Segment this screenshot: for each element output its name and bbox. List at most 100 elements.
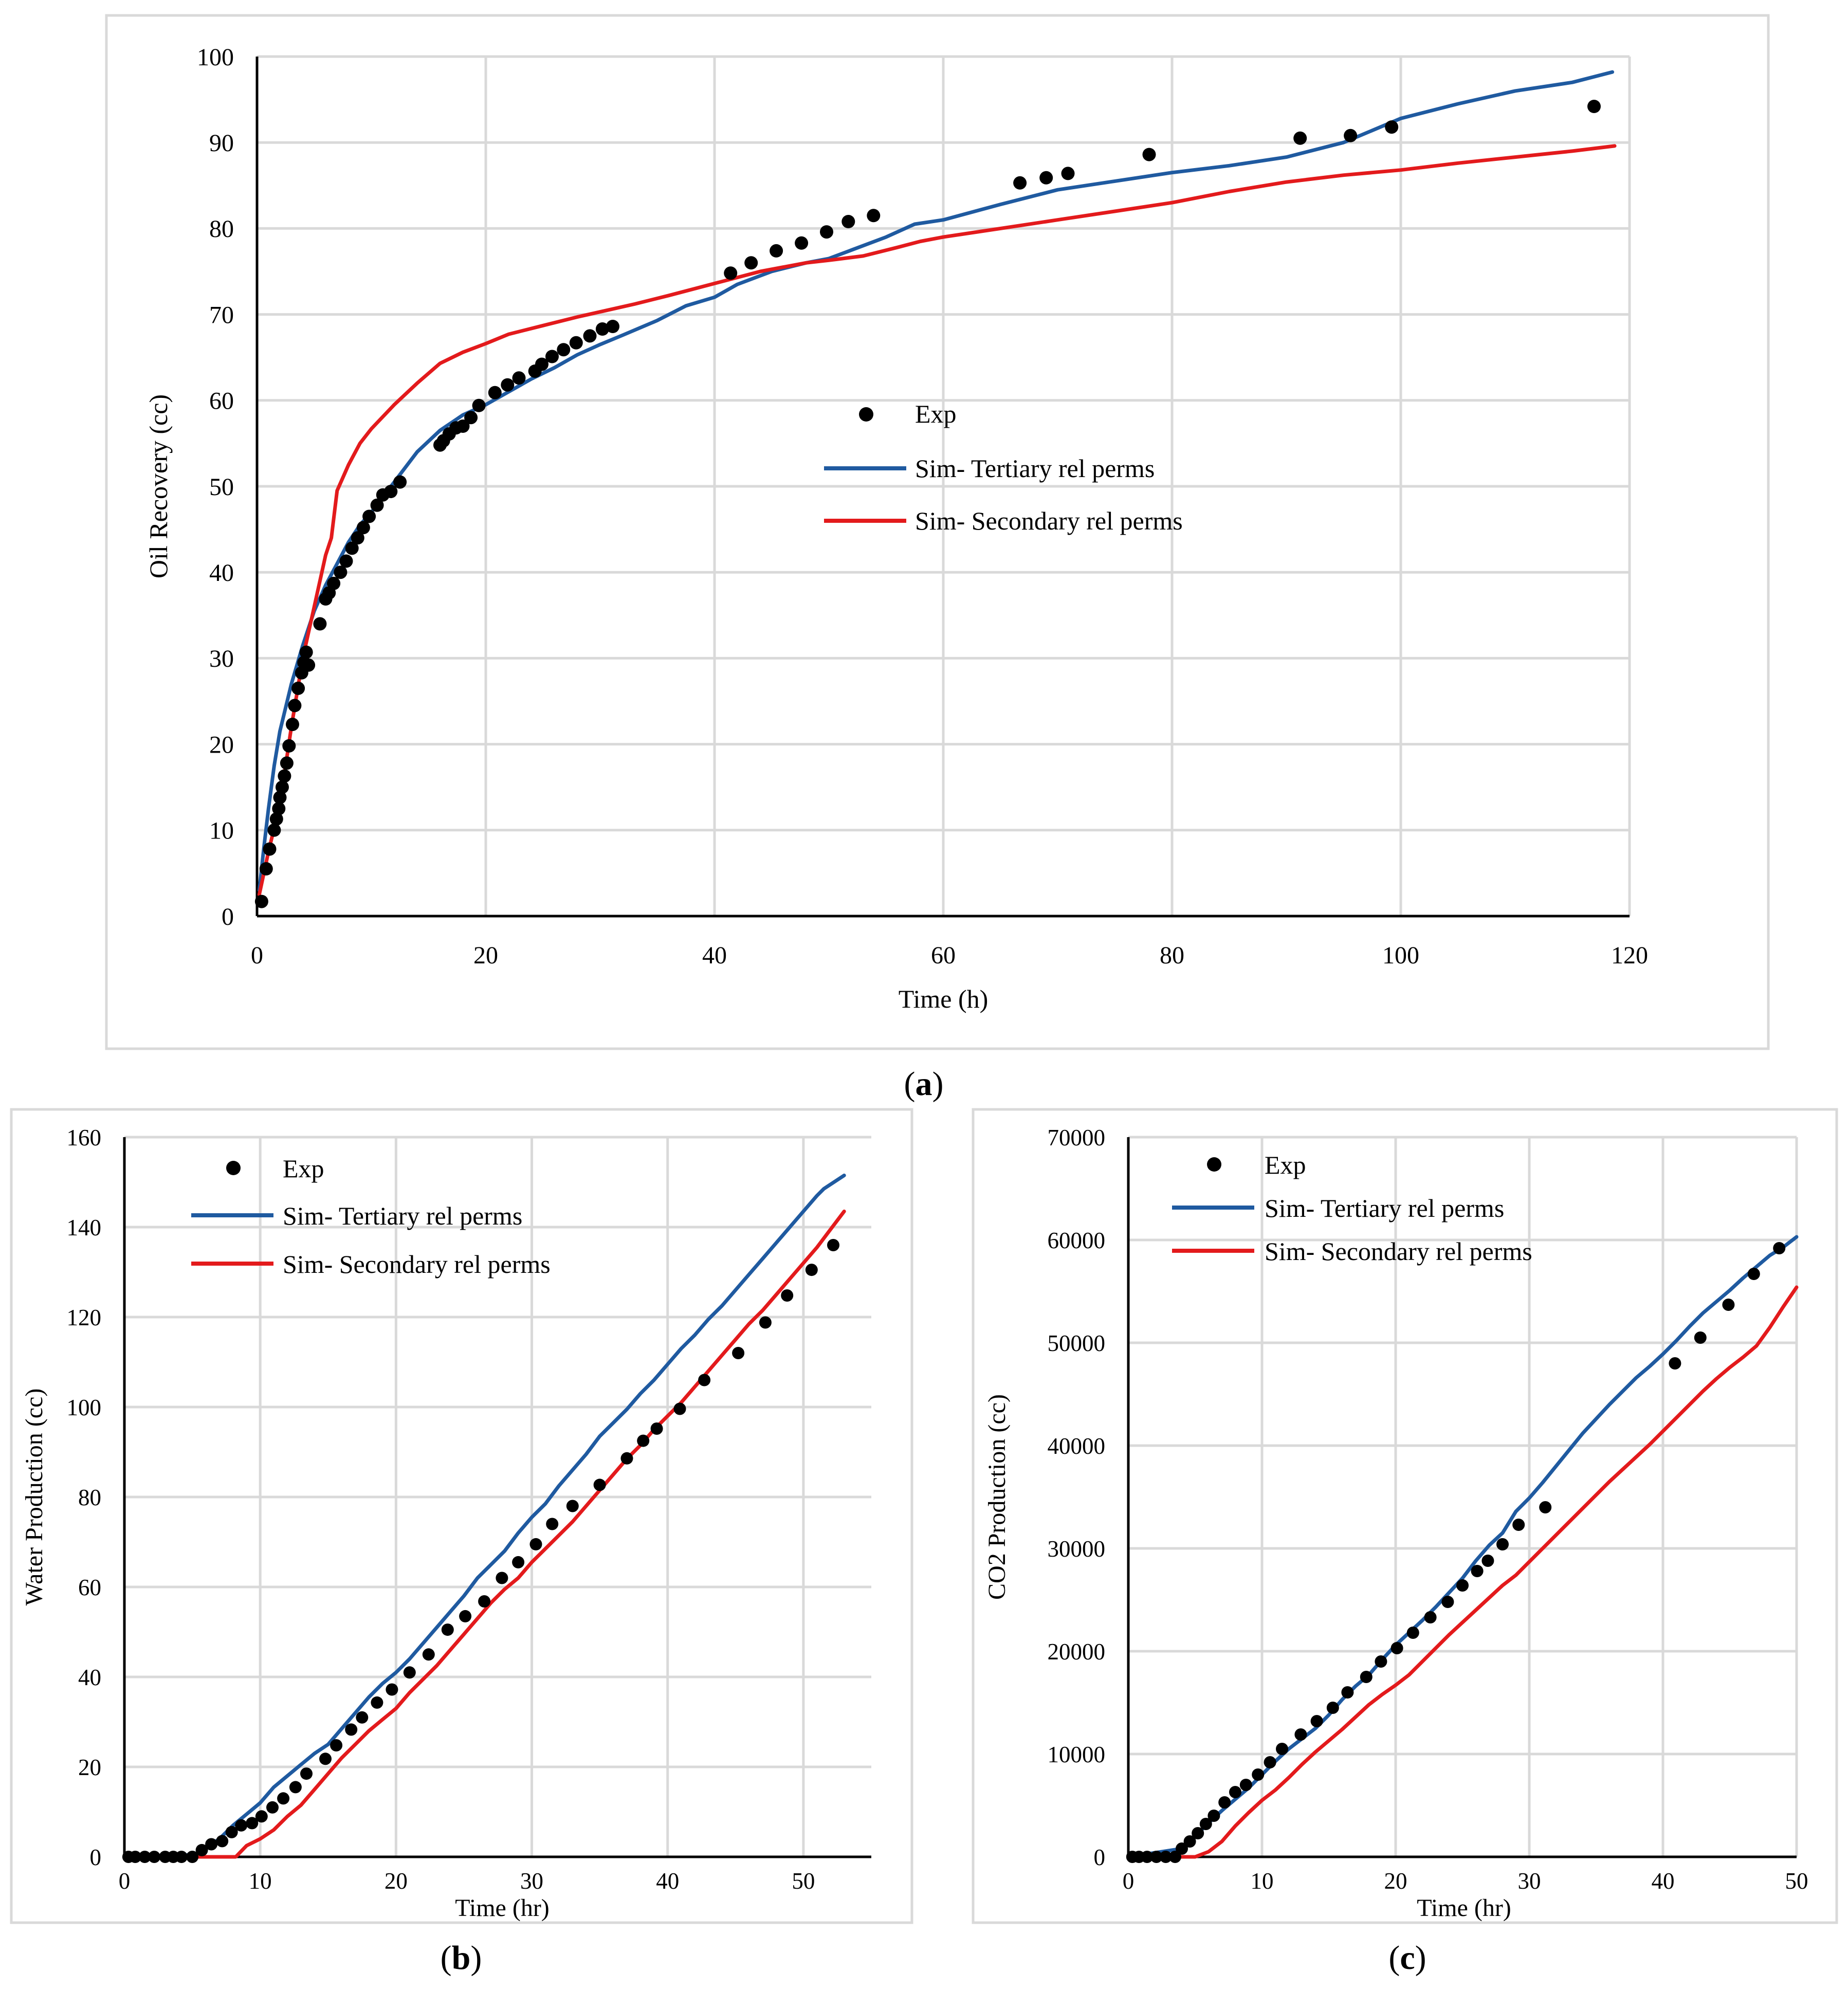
exp-data-point [1375, 1655, 1387, 1668]
exp-data-point [805, 1264, 818, 1276]
y-axis-label: Water Production (cc) [21, 1389, 48, 1606]
x-tick-label: 0 [1123, 1868, 1135, 1894]
exp-data-point [129, 1851, 142, 1863]
exp-data-point [569, 336, 583, 350]
y-axis-label: CO2 Production (cc) [983, 1394, 1011, 1600]
exp-data-point [1471, 1565, 1484, 1577]
exp-data-point [362, 509, 376, 523]
exp-data-point [289, 1781, 302, 1794]
exp-data-point [386, 1683, 398, 1696]
x-tick-label: 30 [1518, 1868, 1541, 1894]
x-tick-label: 40 [656, 1868, 679, 1894]
exp-data-point [266, 1801, 279, 1814]
exp-data-point [339, 554, 353, 568]
exp-data-point [1013, 176, 1027, 190]
exp-data-point [512, 1556, 525, 1568]
x-tick-label: 0 [119, 1868, 131, 1894]
exp-data-point [393, 475, 407, 489]
exp-data-point [759, 1316, 772, 1329]
y-tick-label: 100 [67, 1395, 102, 1420]
y-tick-labels: 0 10000 20000 30000 40000 50000 60000 70000 [1048, 1125, 1106, 1870]
exp-data-point [272, 802, 286, 815]
x-tick-label: 10 [1251, 1868, 1274, 1894]
chart-panel-c: 0 10000 20000 30000 40000 50000 60000 70000 0 10… [972, 1108, 1838, 1924]
exp-data-point [545, 350, 559, 363]
exp-data-point [441, 1623, 454, 1636]
x-axis-label: Time (h) [899, 984, 989, 1013]
y-tick-label: 40 [78, 1665, 101, 1690]
exp-data-point [488, 386, 502, 399]
exp-data-point [1276, 1743, 1288, 1755]
exp-data-point [620, 1452, 633, 1465]
legend-label-exp: Exp [915, 399, 957, 428]
y-tick-labels: 0 20 40 60 80 100 120 140 160 [67, 1125, 102, 1870]
exp-data-point [1341, 1686, 1354, 1699]
exp-data-point [1539, 1501, 1552, 1513]
exp-data-point [277, 1792, 290, 1805]
caption-letter-c: c [1400, 1939, 1415, 1977]
exp-data-point [313, 617, 327, 631]
exp-data-point [1390, 1642, 1403, 1654]
y-tick-label: 140 [67, 1215, 102, 1240]
exp-data-point [278, 769, 291, 783]
caption-letter-b: b [452, 1939, 471, 1977]
y-tick-labels: 0 10 20 30 40 50 60 70 80 90 100 [197, 44, 234, 930]
legend: Exp Sim- Tertiary rel perms Sim- Seconda… [824, 399, 1183, 535]
exp-data-point [384, 485, 398, 498]
exp-data-point [501, 378, 515, 392]
exp-data-point [1747, 1268, 1760, 1280]
exp-data-point [820, 225, 833, 239]
series-line-secondary [1126, 1285, 1799, 1859]
exp-data-point [1264, 1756, 1276, 1768]
legend: Exp Sim- Tertiary rel perms Sim- Seconda… [1172, 1151, 1532, 1266]
exp-data-point [841, 215, 855, 228]
exp-data-point [205, 1838, 218, 1851]
x-tick-label: 50 [1785, 1868, 1808, 1894]
x-tick-labels: 0 10 20 30 40 50 [1123, 1868, 1808, 1894]
legend-label-exp: Exp [1265, 1151, 1306, 1179]
exp-data-point [456, 419, 470, 433]
x-tick-label: 20 [385, 1868, 408, 1894]
exp-data-point [478, 1595, 491, 1608]
exp-data-point [827, 1239, 839, 1251]
exp-data-point [282, 739, 296, 753]
y-tick-label: 80 [78, 1485, 101, 1510]
legend-label-secondary: Sim- Secondary rel perms [1265, 1237, 1532, 1266]
exp-data-point [1252, 1768, 1265, 1781]
exp-data-point [583, 329, 597, 343]
y-tick-label: 20 [209, 731, 234, 758]
exp-data-point [1587, 100, 1601, 113]
exp-data-point [795, 236, 809, 250]
exp-data-point [148, 1851, 161, 1863]
series-line-tertiary [122, 1173, 846, 1859]
y-tick-label: 70000 [1048, 1125, 1106, 1151]
exp-data-point [1061, 167, 1075, 180]
exp-data-point [595, 322, 609, 336]
exp-data-point [186, 1851, 199, 1863]
y-tick-label: 40000 [1048, 1433, 1106, 1459]
x-tick-label: 50 [792, 1868, 815, 1894]
exp-data-point [276, 780, 289, 794]
x-tick-label: 40 [702, 942, 727, 969]
exp-data-point [464, 411, 478, 425]
exp-data-point [195, 1843, 208, 1856]
exp-data-point [263, 842, 277, 856]
exp-data-point [1344, 129, 1358, 142]
exp-data-point [225, 1826, 238, 1838]
chart-panel-a: 0 10 20 30 40 50 60 70 80 90 100 0 20 40 60 80 100 120 T… [105, 14, 1770, 1050]
exp-data-point [781, 1289, 794, 1302]
y-tick-label: 60 [78, 1575, 101, 1600]
exp-data-point [267, 823, 281, 837]
exp-data-point [288, 699, 302, 713]
exp-data-point [1294, 1728, 1307, 1741]
exp-data-point [1360, 1671, 1373, 1683]
x-tick-label: 40 [1652, 1868, 1675, 1894]
exp-data-point [302, 658, 316, 672]
y-tick-label: 120 [67, 1305, 102, 1330]
y-tick-label: 160 [67, 1125, 102, 1151]
exp-data-point [546, 1518, 559, 1530]
exp-data-point [345, 541, 359, 555]
legend-marker-exp [226, 1161, 241, 1175]
exp-data-point [566, 1500, 579, 1512]
